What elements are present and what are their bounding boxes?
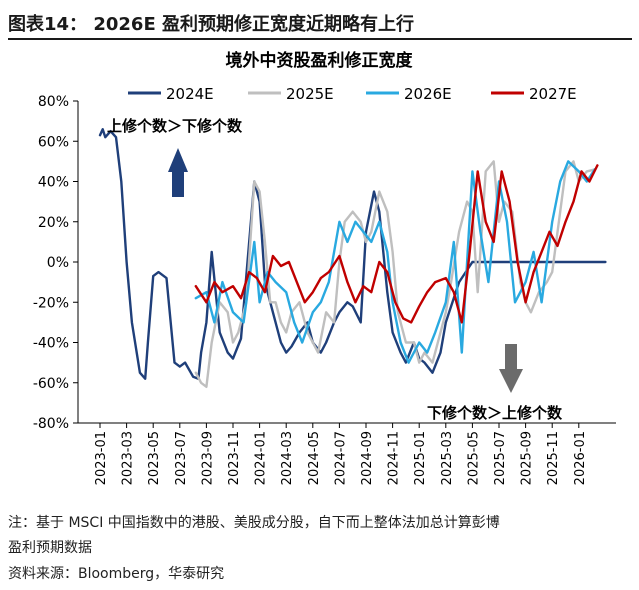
y-tick-label: 60% <box>38 134 69 150</box>
y-tick-label: -40% <box>33 336 69 352</box>
x-tick-label: 2023-05 <box>147 431 162 485</box>
x-tick-label: 2023-03 <box>121 431 136 485</box>
series-line-2026E <box>194 160 596 364</box>
chart-title: 境外中资股盈利修正宽度 <box>226 50 414 71</box>
legend-label-2027E: 2027E <box>529 85 577 103</box>
y-tick-label: -80% <box>33 416 69 432</box>
figure-headline: 2026E 盈利预期修正宽度近期略有上行 <box>93 14 415 35</box>
x-tick-label: 2024-01 <box>254 431 269 485</box>
breadth-chart: 境外中资股盈利修正宽度 2024E 2025E 2026E 2027E 80% 60% 40%… <box>33 50 616 485</box>
series-line-2027E <box>194 164 599 324</box>
x-tick-label: 2025-01 <box>413 431 428 485</box>
x-tick-label: 2024-05 <box>307 431 322 485</box>
annotation-downward: 下修个数＞上修个数 <box>427 404 563 422</box>
header-rule <box>8 38 632 40</box>
y-tick-label: -60% <box>33 376 69 392</box>
source-note: 资料来源：Bloomberg，华泰研究 <box>8 566 225 582</box>
figure-label: 图表14： <box>8 14 88 35</box>
x-tick-label: 2024-03 <box>280 431 295 485</box>
series-line-2025E <box>194 160 596 388</box>
footnote-line-1: 注：基于 MSCI 中国指数中的港股、美股成分股，自下而上整体法加总计算彭博 <box>8 515 500 531</box>
legend-label-2025E: 2025E <box>286 85 334 103</box>
down-arrow-icon <box>499 344 523 393</box>
y-tick-label: 20% <box>38 215 69 231</box>
y-tick-label: 80% <box>38 94 69 110</box>
x-tick-label: 2025-11 <box>546 431 561 485</box>
x-tick-label: 2026-01 <box>573 431 588 485</box>
x-tick-label: 2023-07 <box>174 431 189 485</box>
x-tick-label: 2024-11 <box>387 431 402 485</box>
y-tick-label: 40% <box>38 175 69 191</box>
x-tick-label: 2023-01 <box>94 431 109 485</box>
x-tick-label: 2025-03 <box>440 431 455 485</box>
figure-title: 图表14： 2026E 盈利预期修正宽度近期略有上行 <box>8 10 414 36</box>
legend-label-2024E: 2024E <box>166 85 214 103</box>
up-arrow-icon <box>168 148 188 197</box>
x-tick-label: 2023-09 <box>200 431 215 485</box>
y-tick-label: -20% <box>33 295 69 311</box>
footnote-line-2: 盈利预期数据 <box>8 540 92 556</box>
x-tick-label: 2024-07 <box>333 431 348 485</box>
x-tick-label: 2025-09 <box>520 431 535 485</box>
figure-header: 图表14： 2026E 盈利预期修正宽度近期略有上行 <box>8 4 632 40</box>
x-tick-label: 2025-05 <box>466 431 481 485</box>
x-tick-label: 2024-09 <box>360 431 375 485</box>
legend-label-2026E: 2026E <box>404 85 452 103</box>
y-tick-label: 0% <box>47 255 69 271</box>
x-tick-label: 2023-11 <box>227 431 242 485</box>
x-tick-label: 2025-07 <box>493 431 508 485</box>
annotation-upward: 上修个数＞下修个数 <box>107 117 243 135</box>
